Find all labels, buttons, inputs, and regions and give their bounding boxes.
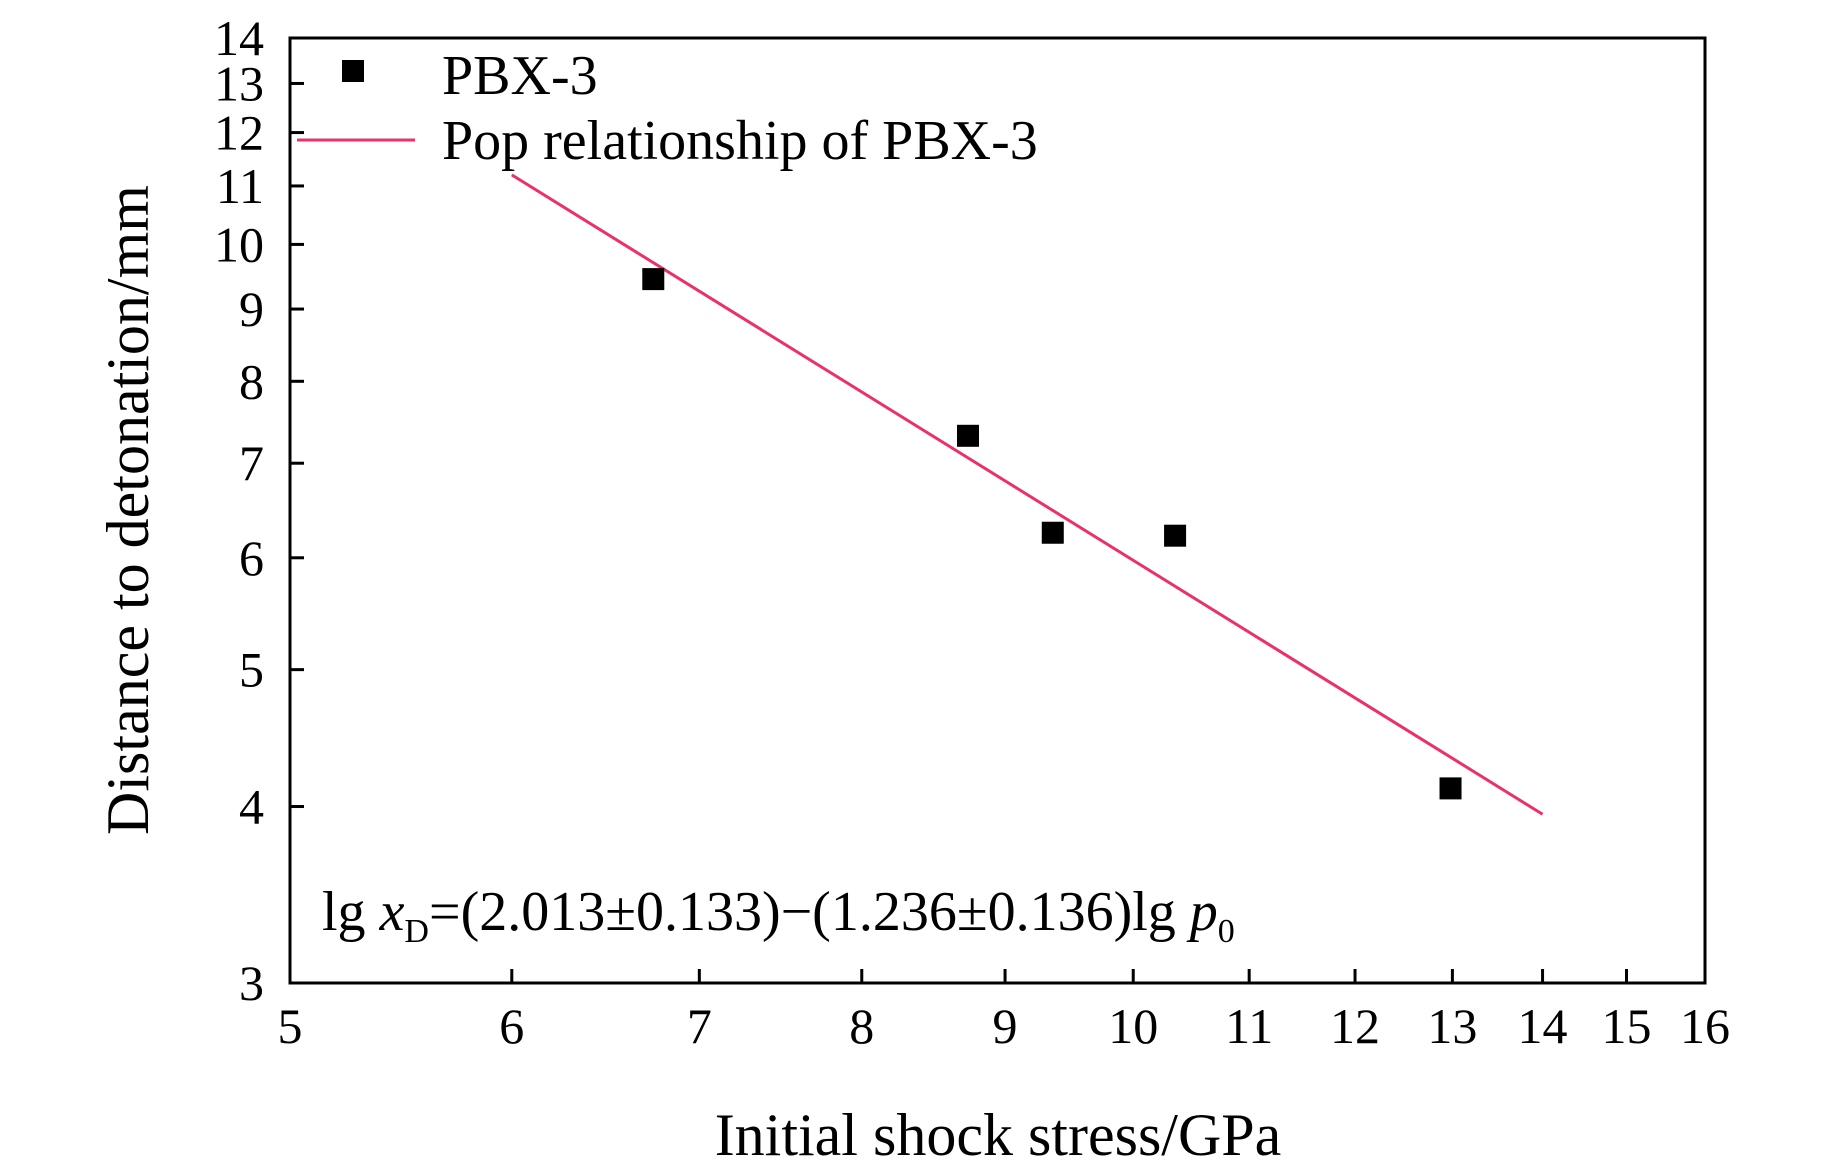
y-tick-label: 8 bbox=[239, 353, 264, 409]
eq-sub-p: 0 bbox=[1218, 913, 1235, 950]
legend: PBX-3 Pop relationship of PBX-3 bbox=[297, 45, 1038, 172]
plot-frame bbox=[288, 36, 1707, 985]
x-tick-label: 12 bbox=[1330, 998, 1380, 1054]
x-tick-label: 7 bbox=[687, 998, 712, 1054]
fit-line bbox=[511, 173, 1544, 816]
data-point bbox=[1439, 777, 1462, 800]
y-tick-label: 11 bbox=[216, 158, 264, 214]
y-tick-label: 9 bbox=[239, 281, 264, 337]
y-tick-label: 4 bbox=[239, 779, 264, 835]
x-tick-label: 5 bbox=[278, 998, 303, 1054]
fit-equation: lg xD=(2.013±0.133)−(1.236±0.136)lg p0 bbox=[322, 881, 1235, 950]
data-point bbox=[957, 424, 980, 447]
eq-prefix: lg bbox=[322, 881, 380, 943]
y-tick-label: 7 bbox=[239, 435, 264, 491]
y-tick-label: 12 bbox=[214, 105, 264, 161]
x-tick-label: 16 bbox=[1680, 998, 1730, 1054]
eq-var-p: p bbox=[1186, 881, 1218, 943]
y-tick-label: 13 bbox=[214, 55, 264, 111]
y-tick-label: 5 bbox=[239, 642, 264, 698]
y-tick-label: 3 bbox=[239, 955, 264, 1011]
data-point bbox=[1041, 521, 1064, 544]
x-tick-label: 14 bbox=[1518, 998, 1568, 1054]
legend-label-pop: Pop relationship of PBX-3 bbox=[442, 110, 1038, 172]
x-axis-title: Initial shock stress/GPa bbox=[715, 1102, 1282, 1168]
y-axis-title: Distance to detonation/mm bbox=[95, 185, 161, 835]
x-tick-label: 6 bbox=[499, 998, 524, 1054]
data-points bbox=[642, 268, 1462, 800]
x-tick-label: 11 bbox=[1225, 998, 1273, 1054]
fit-line-group bbox=[511, 173, 1544, 816]
x-tick-label: 8 bbox=[849, 998, 874, 1054]
legend-marker-square bbox=[342, 60, 364, 82]
x-tick-label: 15 bbox=[1601, 998, 1651, 1054]
y-tick-label: 6 bbox=[239, 530, 264, 586]
eq-middle: =(2.013±0.133)−(1.236±0.136)lg bbox=[429, 881, 1190, 943]
x-axis-ticks: 5 6 7 8 9 10 11 12 13 14 15 16 bbox=[278, 969, 1730, 1054]
eq-var-x: x bbox=[379, 881, 405, 943]
eq-sub-x: D bbox=[404, 913, 429, 950]
x-tick-label: 9 bbox=[993, 998, 1018, 1054]
x-tick-label: 10 bbox=[1108, 998, 1158, 1054]
y-tick-label: 14 bbox=[214, 10, 264, 66]
legend-label-pbx3: PBX-3 bbox=[442, 45, 598, 107]
data-point bbox=[642, 268, 665, 291]
x-tick-label: 13 bbox=[1427, 998, 1477, 1054]
data-point bbox=[1164, 524, 1187, 547]
y-tick-label: 10 bbox=[214, 216, 264, 272]
